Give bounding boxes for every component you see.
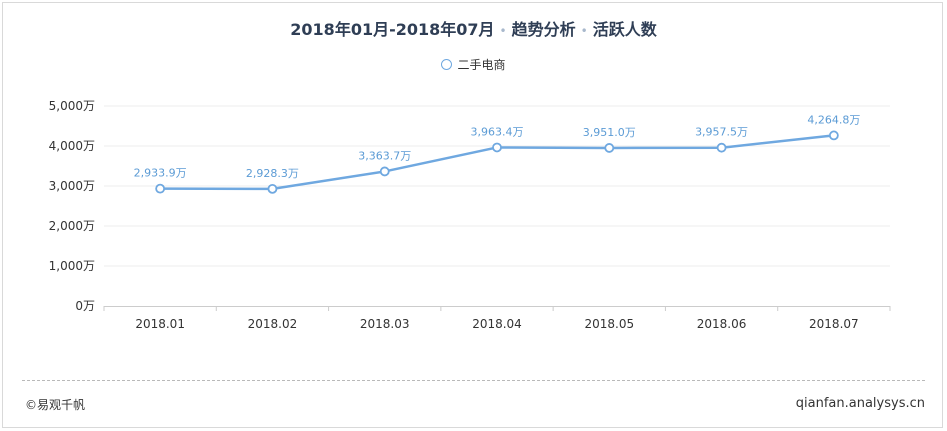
data-label: 3,957.5万 [695, 126, 748, 139]
legend-label: 二手电商 [457, 58, 506, 72]
x-tick-label: 2018.04 [472, 317, 522, 331]
x-tick-label: 2018.06 [697, 317, 747, 331]
y-tick-label: 4,000万 [49, 139, 95, 153]
x-tick-label: 2018.03 [360, 317, 410, 331]
title-separator-2: • [580, 24, 588, 38]
title-metric-1: 趋势分析 [511, 20, 576, 39]
data-label: 3,963.4万 [471, 125, 524, 138]
y-tick-label: 5,000万 [49, 99, 95, 113]
data-label: 3,363.7万 [358, 149, 411, 162]
data-point [604, 143, 615, 153]
copyright-text: ©易观千帆 [25, 398, 86, 412]
data-point [716, 142, 727, 153]
y-tick-label: 0万 [75, 299, 95, 313]
legend-circle-icon [441, 59, 453, 70]
footer-divider [22, 380, 925, 381]
data-point [492, 142, 502, 153]
x-tick-label: 2018.01 [135, 317, 185, 331]
site-url: qianfan.analysys.cn [795, 396, 925, 411]
data-point [828, 130, 839, 141]
y-tick-label: 2,000万 [49, 219, 95, 233]
title-metric-2: 活跃人数 [592, 20, 657, 39]
x-tick-label: 2018.07 [809, 317, 859, 331]
title-separator-1: • [499, 24, 507, 38]
data-label: 2,928.3万 [246, 167, 299, 180]
data-label: 3,951.0万 [583, 126, 636, 139]
title-period: 2018年01月-2018年07月 [290, 20, 495, 39]
data-point [379, 166, 390, 177]
data-point [267, 183, 278, 194]
chart-title: 2018年01月-2018年07月 • 趋势分析 • 活跃人数 [0, 16, 947, 40]
data-point [155, 183, 166, 194]
data-label: 2,933.9万 [134, 167, 187, 180]
y-tick-label: 1,000万 [49, 259, 95, 273]
legend[interactable]: 二手电商 [0, 56, 947, 73]
x-tick-label: 2018.05 [584, 317, 634, 331]
y-tick-label: 3,000万 [49, 179, 95, 193]
x-tick-label: 2018.02 [248, 317, 298, 331]
data-label: 4,264.8万 [807, 113, 860, 126]
